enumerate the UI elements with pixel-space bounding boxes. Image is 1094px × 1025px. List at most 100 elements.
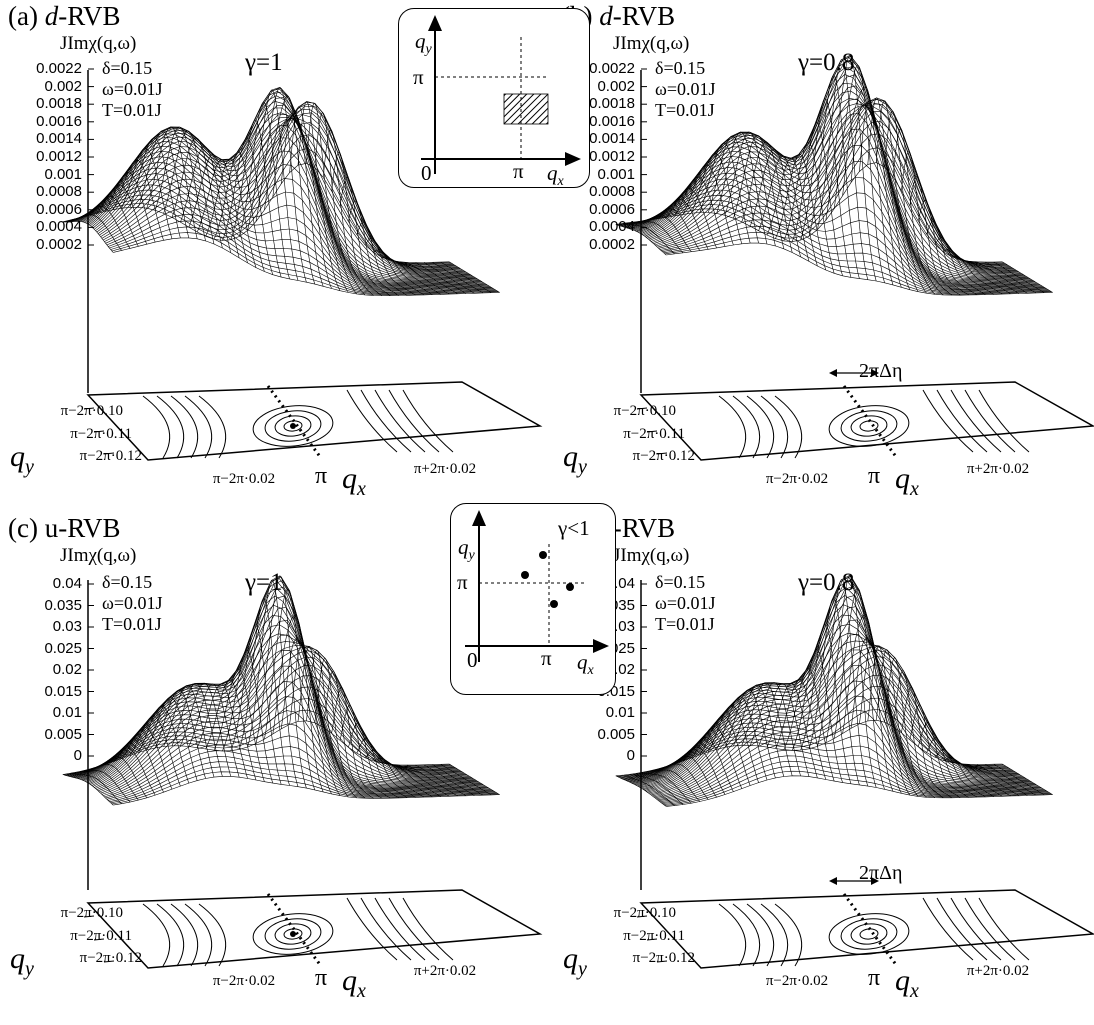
- contour-line: [156, 903, 185, 967]
- z-tick-label: 0.035: [44, 596, 82, 614]
- qx-tick-label: π+2π·0.02: [966, 963, 1030, 979]
- delta-eta-arrow: [829, 369, 879, 377]
- contour-line: [936, 897, 988, 961]
- contour-line: [388, 897, 440, 961]
- qy-tick: [646, 938, 658, 941]
- z-tick-label: 0.0002: [36, 236, 82, 253]
- z-axis-label: JImχ(q,ω): [613, 545, 690, 566]
- inset-mid-qy-label: qy: [458, 535, 475, 564]
- z-tick-label: 0.025: [44, 639, 82, 657]
- qy-tick-label: π−2π·0.12: [79, 950, 142, 966]
- inset-top-axes: [421, 15, 581, 174]
- qx-axis-label: qx: [342, 964, 366, 1002]
- qy-tick: [636, 407, 648, 410]
- contour-line: [774, 903, 803, 967]
- qy-axis-label: qy: [10, 942, 34, 980]
- qy-tick-label: π−2π·0.11: [623, 928, 685, 944]
- qy-tick: [646, 430, 658, 433]
- params: δ=0.15 ω=0.01J T=0.01J: [102, 572, 163, 634]
- inset-top-qx-label: qx: [547, 161, 564, 190]
- gamma-label: γ=1: [245, 49, 283, 76]
- qy-tick: [93, 938, 105, 941]
- contour-line: [732, 903, 761, 967]
- z-tick-label: 0.03: [52, 618, 82, 635]
- contour-rings: [252, 405, 334, 447]
- surface-mesh: [62, 575, 500, 806]
- contour-peak: [290, 931, 296, 937]
- contour-line: [346, 389, 398, 453]
- z-tick-label: 0.015: [44, 682, 82, 700]
- qy-tick: [103, 452, 115, 455]
- z-tick-label: 0.0008: [36, 183, 82, 201]
- inset-mid: qy π 0 π qx γ<1: [450, 503, 616, 695]
- contour-line: [374, 897, 426, 961]
- delta-eta-arrow: [829, 877, 879, 885]
- qx-tick-label: π+2π·0.02: [966, 461, 1030, 477]
- qy-axis-label: qy: [563, 942, 587, 980]
- base-plane: [639, 889, 1094, 969]
- contour-line: [184, 903, 213, 967]
- base-plane: [86, 889, 543, 969]
- qy-tick-label: π−2π·0.11: [70, 928, 132, 944]
- z-tick-label: 0.0008: [589, 183, 635, 201]
- z-tick-label: 0: [626, 747, 635, 764]
- z-tick-label: 0.0012: [36, 148, 82, 165]
- contour-line: [774, 395, 803, 459]
- contour-line: [936, 389, 988, 453]
- contour-line: [922, 389, 974, 453]
- z-axis-label: JImχ(q,ω): [60, 33, 137, 54]
- z-tick-label: 0.001: [44, 165, 82, 183]
- contour-line: [388, 389, 440, 453]
- qx-tick-label: π: [867, 463, 881, 489]
- qy-axis-label: qy: [10, 440, 34, 478]
- z-axis-label: JImχ(q,ω): [60, 545, 137, 566]
- z-tick-label: 0.0002: [589, 236, 635, 253]
- panel-a: (a) d-RVB JImχ(q,ω) γ=1 δ=0.15 ω=0.01J T=0.01…: [0, 0, 547, 512]
- inset-mid-pi-y: π: [457, 570, 468, 594]
- z-tick-label: 0.0016: [36, 112, 82, 130]
- z-tick-label: 0.002: [44, 77, 82, 95]
- surface-mesh: [615, 55, 1053, 296]
- z-tick-label: 0.0004: [36, 218, 82, 236]
- surface-plot: [615, 574, 1094, 969]
- qy-tick: [656, 960, 668, 963]
- contour-line: [978, 897, 1030, 961]
- qy-tick-label: π−2π·0.10: [60, 905, 123, 921]
- inset-top: qy π 0 π qx: [398, 8, 590, 190]
- base-plane: [86, 381, 543, 461]
- contour-line: [402, 897, 454, 961]
- contour-line: [922, 897, 974, 961]
- qy-tick: [656, 452, 668, 455]
- params: δ=0.15 ω=0.01J T=0.01J: [655, 58, 716, 120]
- qx-tick-label: π: [867, 965, 881, 991]
- base-plane: [639, 381, 1094, 461]
- contour-line: [950, 389, 1002, 453]
- qx-tick-label: π: [314, 463, 328, 489]
- qx-tick-label: π: [314, 965, 328, 991]
- qx-tick-label: π+2π·0.02: [413, 963, 477, 979]
- inset-mid-pi-x: π: [541, 646, 552, 670]
- qy-axis-label: qy: [563, 440, 587, 478]
- qx-tick-label: π−2π·0.02: [765, 471, 829, 487]
- qy-tick: [636, 915, 648, 918]
- panel-title: (a) d-RVB: [8, 1, 121, 31]
- qx-axis-label: qx: [895, 964, 919, 1002]
- z-tick-label: 0.001: [597, 165, 635, 183]
- contour-line: [964, 389, 1016, 453]
- contour-line: [184, 395, 213, 459]
- qy-tick-label: π−2π·0.11: [70, 426, 132, 442]
- z-tick-label: 0.005: [44, 725, 82, 743]
- qy-tick-label: π−2π·0.10: [613, 905, 676, 921]
- z-tick-label: 0.04: [52, 575, 82, 592]
- z-tick-label: 0.002: [597, 77, 635, 95]
- contour-line: [156, 395, 185, 459]
- z-tick-label: 0.0016: [589, 112, 635, 130]
- qy-tick: [83, 915, 95, 918]
- contour-rings: [252, 913, 334, 955]
- qx-tick-label: π+2π·0.02: [413, 461, 477, 477]
- surface-mesh: [62, 87, 500, 297]
- contour-line: [718, 903, 747, 967]
- z-tick-label: 0.005: [597, 725, 635, 743]
- inset-top-pi-x: π: [513, 159, 524, 183]
- params: δ=0.15 ω=0.01J T=0.01J: [102, 58, 163, 120]
